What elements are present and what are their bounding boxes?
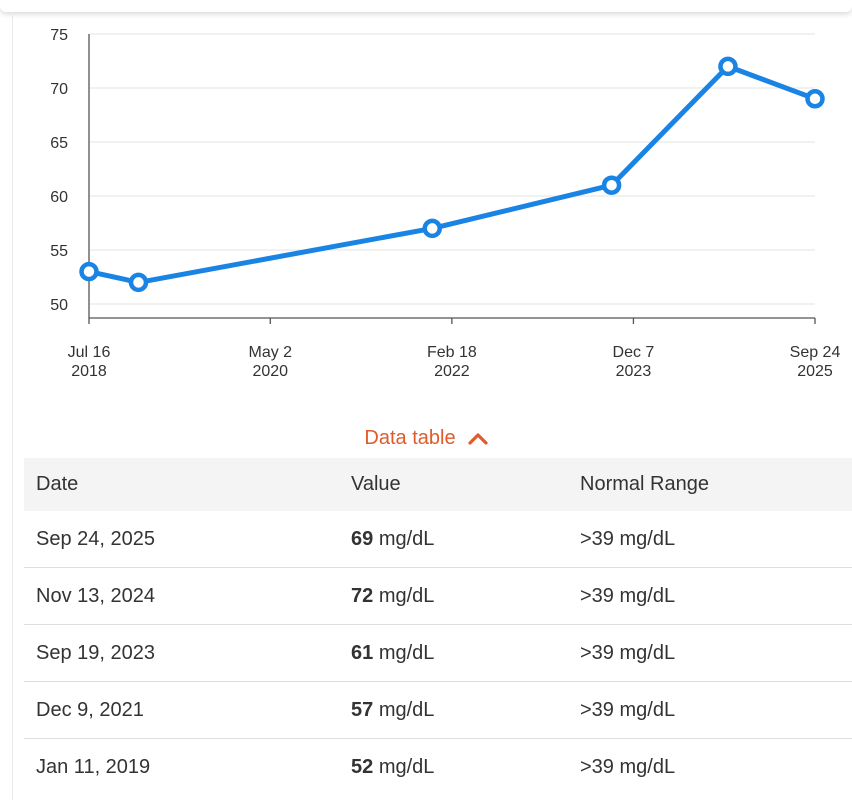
x-tick-label: Feb 18 2022: [427, 344, 477, 380]
column-header-date: Date: [36, 473, 79, 495]
card-left-edge: [12, 12, 13, 800]
cell-date: Dec 9, 2021: [24, 681, 339, 739]
cell-date: Jan 11, 2019: [36, 755, 151, 778]
cell-normal-range: >39 mg/dL: [568, 624, 852, 682]
y-tick-labels: 50 55 60 65 70 75: [50, 27, 68, 314]
data-point: [422, 218, 442, 239]
value-unit: mg/dL: [378, 641, 435, 664]
data-table: Date Value Normal Range Sep 24, 2025 69 …: [24, 458, 852, 795]
data-table-toggle[interactable]: Data table: [0, 424, 852, 452]
value-number: 57: [351, 698, 374, 721]
data-series: [79, 56, 825, 293]
table-row: Jan 11, 2019 52 mg/dL >39 mg/dL: [24, 739, 852, 796]
y-tick-label: 55: [50, 243, 68, 260]
cell-normal-range: >39 mg/dL: [568, 511, 852, 568]
cell-value: 72 mg/dL: [339, 567, 568, 625]
value-number: 61: [351, 641, 374, 664]
value-unit: mg/dL: [378, 527, 435, 550]
value-number: 52: [351, 755, 374, 778]
x-tick-labels: Jul 16 2018 May 2 2020 Feb 18 2022 Dec 7 2023 Se…: [68, 344, 841, 380]
cell-normal-range: >39 mg/dL: [568, 681, 852, 739]
value-unit: mg/dL: [378, 584, 435, 607]
data-point: [79, 261, 99, 282]
data-table-toggle-label: Data table: [364, 426, 456, 449]
y-tick-label: 75: [50, 27, 68, 44]
cell-normal-range: >39 mg/dL: [568, 567, 852, 625]
data-point: [718, 56, 738, 77]
value-unit: mg/dL: [378, 698, 435, 721]
card-top-edge: [0, 0, 852, 12]
column-header-normal-range: Normal Range: [580, 473, 709, 495]
cell-date: Nov 13, 2024: [24, 567, 339, 625]
data-point: [805, 89, 825, 109]
axes: [88, 34, 816, 324]
x-tick-label: Jul 16 2018: [68, 344, 111, 380]
chevron-up-icon: [467, 431, 488, 445]
data-point: [601, 175, 622, 195]
x-tick-label: Sep 24 2025: [790, 344, 841, 380]
value-number: 72: [351, 584, 374, 607]
table-row: Dec 9, 2021 57 mg/dL >39 mg/dL: [24, 681, 852, 739]
line-chart: 50 55 60 65 70 75 Jul 16 2018 May 2 2020 Feb 18 20…: [50, 27, 841, 380]
value-number: 69: [351, 527, 374, 550]
x-tick-label: May 2 2020: [249, 344, 293, 380]
cell-value: 69 mg/dL: [339, 511, 568, 568]
cell-date: Sep 19, 2023: [24, 624, 339, 682]
x-tick-label: Dec 7 2023: [613, 344, 655, 380]
table-row: Sep 24, 2025 69 mg/dL >39 mg/dL: [24, 511, 852, 568]
grid-lines: [89, 33, 815, 305]
table-row: Nov 13, 2024 72 mg/dL >39 mg/dL: [24, 567, 852, 625]
table-row: Sep 19, 2023 61 mg/dL >39 mg/dL: [24, 624, 852, 682]
y-tick-label: 70: [50, 81, 68, 98]
cell-value: 61 mg/dL: [339, 624, 568, 682]
cell-value: 52 mg/dL: [339, 739, 568, 796]
y-tick-label: 50: [50, 297, 68, 314]
table-header-row: Date Value Normal Range: [24, 458, 852, 511]
column-header-value: Value: [351, 473, 401, 495]
cell-date: Sep 24, 2025: [24, 511, 339, 568]
y-tick-label: 60: [50, 189, 68, 206]
cell-value: 57 mg/dL: [339, 681, 568, 739]
y-tick-label: 65: [50, 135, 68, 152]
value-unit: mg/dL: [378, 755, 435, 778]
data-point: [128, 272, 149, 293]
cell-normal-range: >39 mg/dL: [580, 755, 676, 778]
